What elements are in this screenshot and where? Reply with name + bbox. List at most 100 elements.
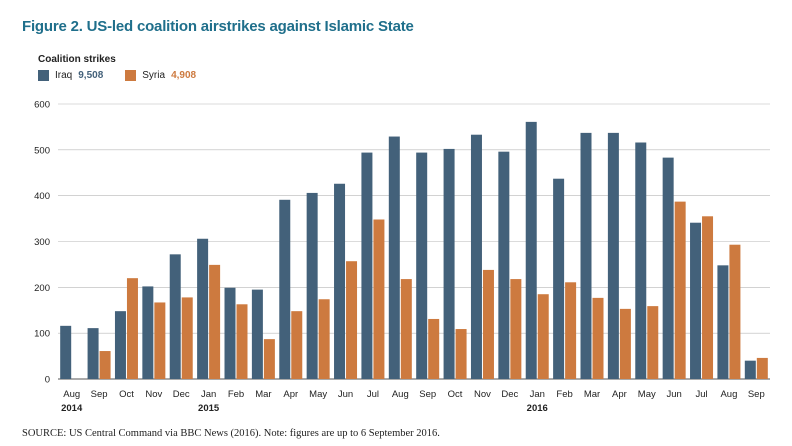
year-label: 2015 <box>198 403 220 414</box>
x-tick-label: Apr <box>612 389 627 400</box>
x-tick-label: Aug <box>63 389 80 400</box>
x-tick-label: Aug <box>720 389 737 400</box>
legend-total-iraq: 9,508 <box>78 70 104 81</box>
bar-syria-21 <box>647 306 659 379</box>
bar-syria-23 <box>702 216 714 379</box>
y-tick-label: 600 <box>34 100 50 111</box>
bar-iraq-14 <box>443 148 455 379</box>
legend-swatch-iraq <box>38 70 49 81</box>
x-tick-label: Sep <box>91 389 108 400</box>
bar-syria-22 <box>674 201 686 379</box>
bar-iraq-20 <box>607 132 619 379</box>
x-tick-label: Oct <box>119 389 134 400</box>
x-tick-label: May <box>309 389 327 400</box>
legend-item-iraq: Iraq 9,508 <box>38 70 103 81</box>
bar-iraq-16 <box>498 151 510 379</box>
y-tick-label: 200 <box>34 283 50 294</box>
bar-syria-6 <box>236 304 248 379</box>
bar-syria-4 <box>181 297 193 379</box>
bar-syria-14 <box>455 329 467 379</box>
legend-swatch-syria <box>125 70 137 81</box>
legend-item-syria: Syria 4,908 <box>125 70 196 81</box>
bar-syria-5 <box>209 264 221 379</box>
x-tick-label: Dec <box>501 389 518 400</box>
bar-syria-11 <box>373 219 385 379</box>
y-tick-label: 500 <box>34 145 50 156</box>
bar-iraq-3 <box>142 286 154 379</box>
x-tick-label: Jan <box>201 389 216 400</box>
legend-name-syria: Syria <box>142 70 166 81</box>
x-tick-label: Mar <box>584 389 600 400</box>
bar-syria-17 <box>537 294 549 379</box>
bar-syria-25 <box>756 357 768 379</box>
bar-syria-12 <box>400 279 412 379</box>
source-note: SOURCE: US Central Command via BBC News … <box>22 428 440 439</box>
bar-iraq-24 <box>717 265 729 379</box>
y-tick-label: 300 <box>34 237 50 248</box>
bar-syria-3 <box>154 302 166 379</box>
x-tick-label: Oct <box>448 389 463 400</box>
bar-syria-10 <box>346 261 358 379</box>
x-tick-label: Jun <box>666 389 681 400</box>
x-tick-label: May <box>638 389 656 400</box>
x-tick-label: Jul <box>367 389 379 400</box>
y-tick-label: 100 <box>34 329 50 340</box>
x-tick-label: Sep <box>748 389 765 400</box>
figure-title: Figure 2. US-led coalition airstrikes ag… <box>22 18 414 35</box>
x-tick-label: Feb <box>228 389 244 400</box>
bar-iraq-6 <box>224 287 236 379</box>
legend: Iraq 9,508 Syria 4,908 <box>38 70 218 81</box>
bar-syria-9 <box>318 299 330 379</box>
bar-syria-7 <box>263 339 275 379</box>
y-tick-label: 0 <box>45 375 50 386</box>
year-label: 2016 <box>527 403 548 414</box>
bar-iraq-17 <box>525 121 537 379</box>
x-tick-label: Feb <box>556 389 572 400</box>
bar-iraq-18 <box>553 178 565 379</box>
x-tick-label: Apr <box>283 389 298 400</box>
bar-syria-16 <box>510 279 522 379</box>
legend-total-syria: 4,908 <box>171 70 197 81</box>
x-tick-label: Dec <box>173 389 190 400</box>
bar-iraq-21 <box>635 142 647 379</box>
bar-iraq-8 <box>279 199 291 379</box>
bar-syria-2 <box>126 278 138 379</box>
bar-iraq-19 <box>580 132 592 379</box>
bar-iraq-2 <box>114 311 126 379</box>
bar-syria-1 <box>99 351 111 379</box>
bar-iraq-5 <box>197 238 209 379</box>
bar-syria-15 <box>482 269 494 379</box>
bar-iraq-13 <box>416 152 428 379</box>
bar-syria-19 <box>592 297 604 379</box>
legend-name-iraq: Iraq <box>55 70 73 81</box>
bar-iraq-22 <box>662 157 674 379</box>
bar-syria-20 <box>619 308 631 379</box>
x-tick-label: Jul <box>695 389 707 400</box>
x-tick-label: Aug <box>392 389 409 400</box>
year-label: 2014 <box>61 403 83 414</box>
x-tick-label: Jan <box>530 389 545 400</box>
bar-syria-24 <box>729 244 741 379</box>
bar-iraq-25 <box>744 360 756 379</box>
x-tick-label: Sep <box>419 389 436 400</box>
bar-iraq-4 <box>169 254 181 379</box>
bar-iraq-9 <box>306 192 318 379</box>
bar-iraq-1 <box>87 328 99 379</box>
bar-iraq-0 <box>60 325 72 379</box>
bar-iraq-23 <box>690 222 702 379</box>
bar-syria-18 <box>565 282 577 379</box>
y-axis-title: Coalition strikes <box>38 54 116 65</box>
bar-syria-13 <box>428 318 440 379</box>
bar-iraq-15 <box>470 134 482 379</box>
bar-iraq-7 <box>251 289 263 379</box>
y-tick-label: 400 <box>34 191 50 202</box>
x-tick-label: Mar <box>255 389 271 400</box>
bar-iraq-11 <box>361 152 373 379</box>
bar-syria-8 <box>291 311 303 379</box>
x-tick-label: Jun <box>338 389 353 400</box>
bar-iraq-12 <box>388 136 400 379</box>
x-tick-label: Nov <box>474 389 491 400</box>
bar-iraq-10 <box>334 183 346 379</box>
x-tick-label: Nov <box>145 389 162 400</box>
